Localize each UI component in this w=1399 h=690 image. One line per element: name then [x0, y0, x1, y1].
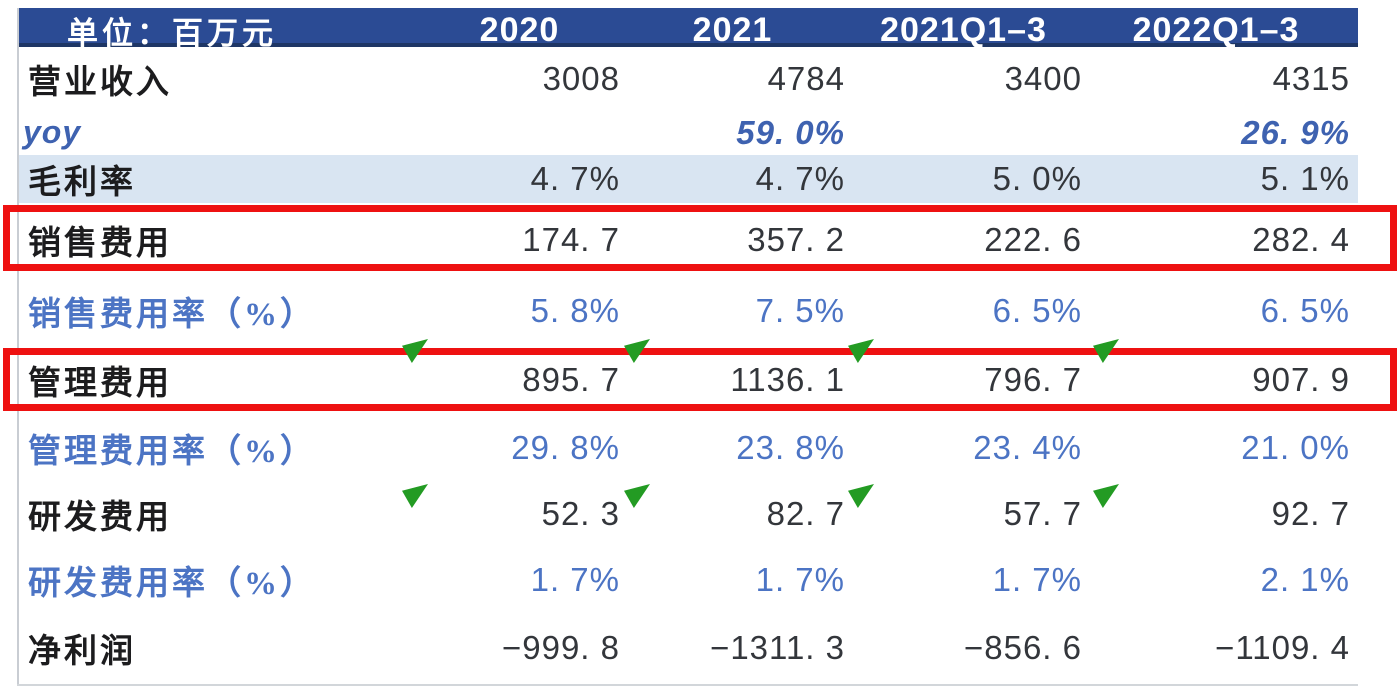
table-bottom-border: [17, 684, 1358, 686]
cell-value: 3008: [542, 59, 620, 97]
column-header: 2021: [692, 11, 773, 49]
table-row: 管理费用率（%） 29. 8% 23. 8% 23. 4% 21. 0%: [19, 415, 1358, 480]
cell-value: 4784: [767, 59, 845, 97]
row-label: 净利润: [28, 634, 136, 670]
cell-value: 23. 8%: [736, 428, 845, 466]
table-left-border: [17, 8, 19, 686]
cell-value: 1. 7%: [992, 560, 1082, 598]
row-label: yoy: [23, 114, 82, 150]
cell-value: 82. 7: [766, 494, 845, 532]
cell-value: 5. 0%: [992, 160, 1082, 197]
cell-value: 3400: [1004, 59, 1082, 97]
cell-value: 21. 0%: [1241, 428, 1350, 466]
cell-value: 29. 8%: [511, 428, 620, 466]
row-label: 管理费用率（%）: [28, 433, 316, 470]
table-row: 管理费用 895. 7 1136. 1 796. 7 907. 9: [19, 345, 1358, 415]
cell-value: 6. 5%: [1260, 292, 1350, 329]
cell-value: 1. 7%: [530, 560, 620, 598]
cell-value: 59. 0%: [736, 113, 845, 151]
cell-value: 23. 4%: [973, 428, 1082, 466]
row-label: 毛利率: [28, 165, 136, 201]
cell-value: 2. 1%: [1260, 560, 1350, 598]
table-row: yoy 59. 0% 26. 9%: [19, 110, 1358, 155]
table-header-row: 单位：百万元 2020 2021 2021Q1–3 2022Q1–3: [19, 8, 1358, 51]
unit-label: 单位：百万元: [67, 16, 277, 51]
cell-value: 4315: [1272, 59, 1350, 97]
cell-value: 4. 7%: [530, 160, 620, 197]
cell-value: 1. 7%: [755, 560, 845, 598]
table-body: 营业收入 3008 4784 3400 4315 yoy 59. 0% 26. 9% 毛利率 4.…: [19, 47, 1358, 684]
table-row: 销售费用 174. 7 357. 2 222. 6 282. 4: [19, 203, 1358, 277]
cell-value: −999. 8: [501, 629, 620, 666]
table-row: 营业收入 3008 4784 3400 4315: [19, 47, 1358, 110]
cell-value: 907. 9: [1252, 361, 1350, 398]
table-row: 销售费用率（%） 5. 8% 7. 5% 6. 5% 6. 5%: [19, 277, 1358, 345]
cell-value: 222. 6: [984, 221, 1082, 258]
table-row: 研发费用率（%） 1. 7% 1. 7% 1. 7% 2. 1%: [19, 547, 1358, 612]
cell-value: 1136. 1: [730, 361, 845, 398]
cell-value: −856. 6: [963, 629, 1082, 666]
cell-value: 5. 1%: [1260, 160, 1350, 197]
expense-table: 单位：百万元 2020 2021 2021Q1–3 2022Q1–3 营业收入 3008…: [19, 8, 1358, 684]
row-label: 研发费用率（%）: [28, 565, 316, 602]
row-label: 研发费用: [28, 499, 172, 536]
table-row: 净利润 −999. 8 −1311. 3 −856. 6 −1109. 4: [19, 612, 1358, 684]
cell-value: 57. 7: [1003, 494, 1082, 532]
cell-value: 6. 5%: [992, 292, 1082, 329]
cell-value: 357. 2: [747, 221, 845, 258]
cell-value: −1109. 4: [1215, 629, 1350, 666]
row-label: 销售费用率（%）: [28, 297, 316, 333]
table-row: 研发费用 52. 3 82. 7 57. 7 92. 7: [19, 480, 1358, 547]
cell-value: 26. 9%: [1241, 113, 1350, 151]
cell-value: 52. 3: [541, 494, 620, 532]
cell-value: −1311. 3: [710, 629, 845, 666]
column-header: 2020: [479, 11, 560, 49]
row-label: 营业收入: [28, 64, 172, 101]
cell-value: 4. 7%: [755, 160, 845, 197]
row-label: 管理费用: [28, 366, 172, 402]
cell-value: 7. 5%: [755, 292, 845, 329]
cell-value: 895. 7: [522, 361, 620, 398]
cell-value: 174. 7: [522, 221, 620, 258]
column-header: 2022Q1–3: [1132, 11, 1300, 49]
cell-value: 282. 4: [1252, 221, 1350, 258]
column-header: 2021Q1–3: [880, 11, 1047, 49]
row-label: 销售费用: [28, 226, 172, 262]
cell-value: 796. 7: [984, 361, 1082, 398]
cell-value: 5. 8%: [530, 292, 620, 329]
table-row: 毛利率 4. 7% 4. 7% 5. 0% 5. 1%: [19, 155, 1358, 203]
cell-value: 92. 7: [1271, 494, 1350, 532]
